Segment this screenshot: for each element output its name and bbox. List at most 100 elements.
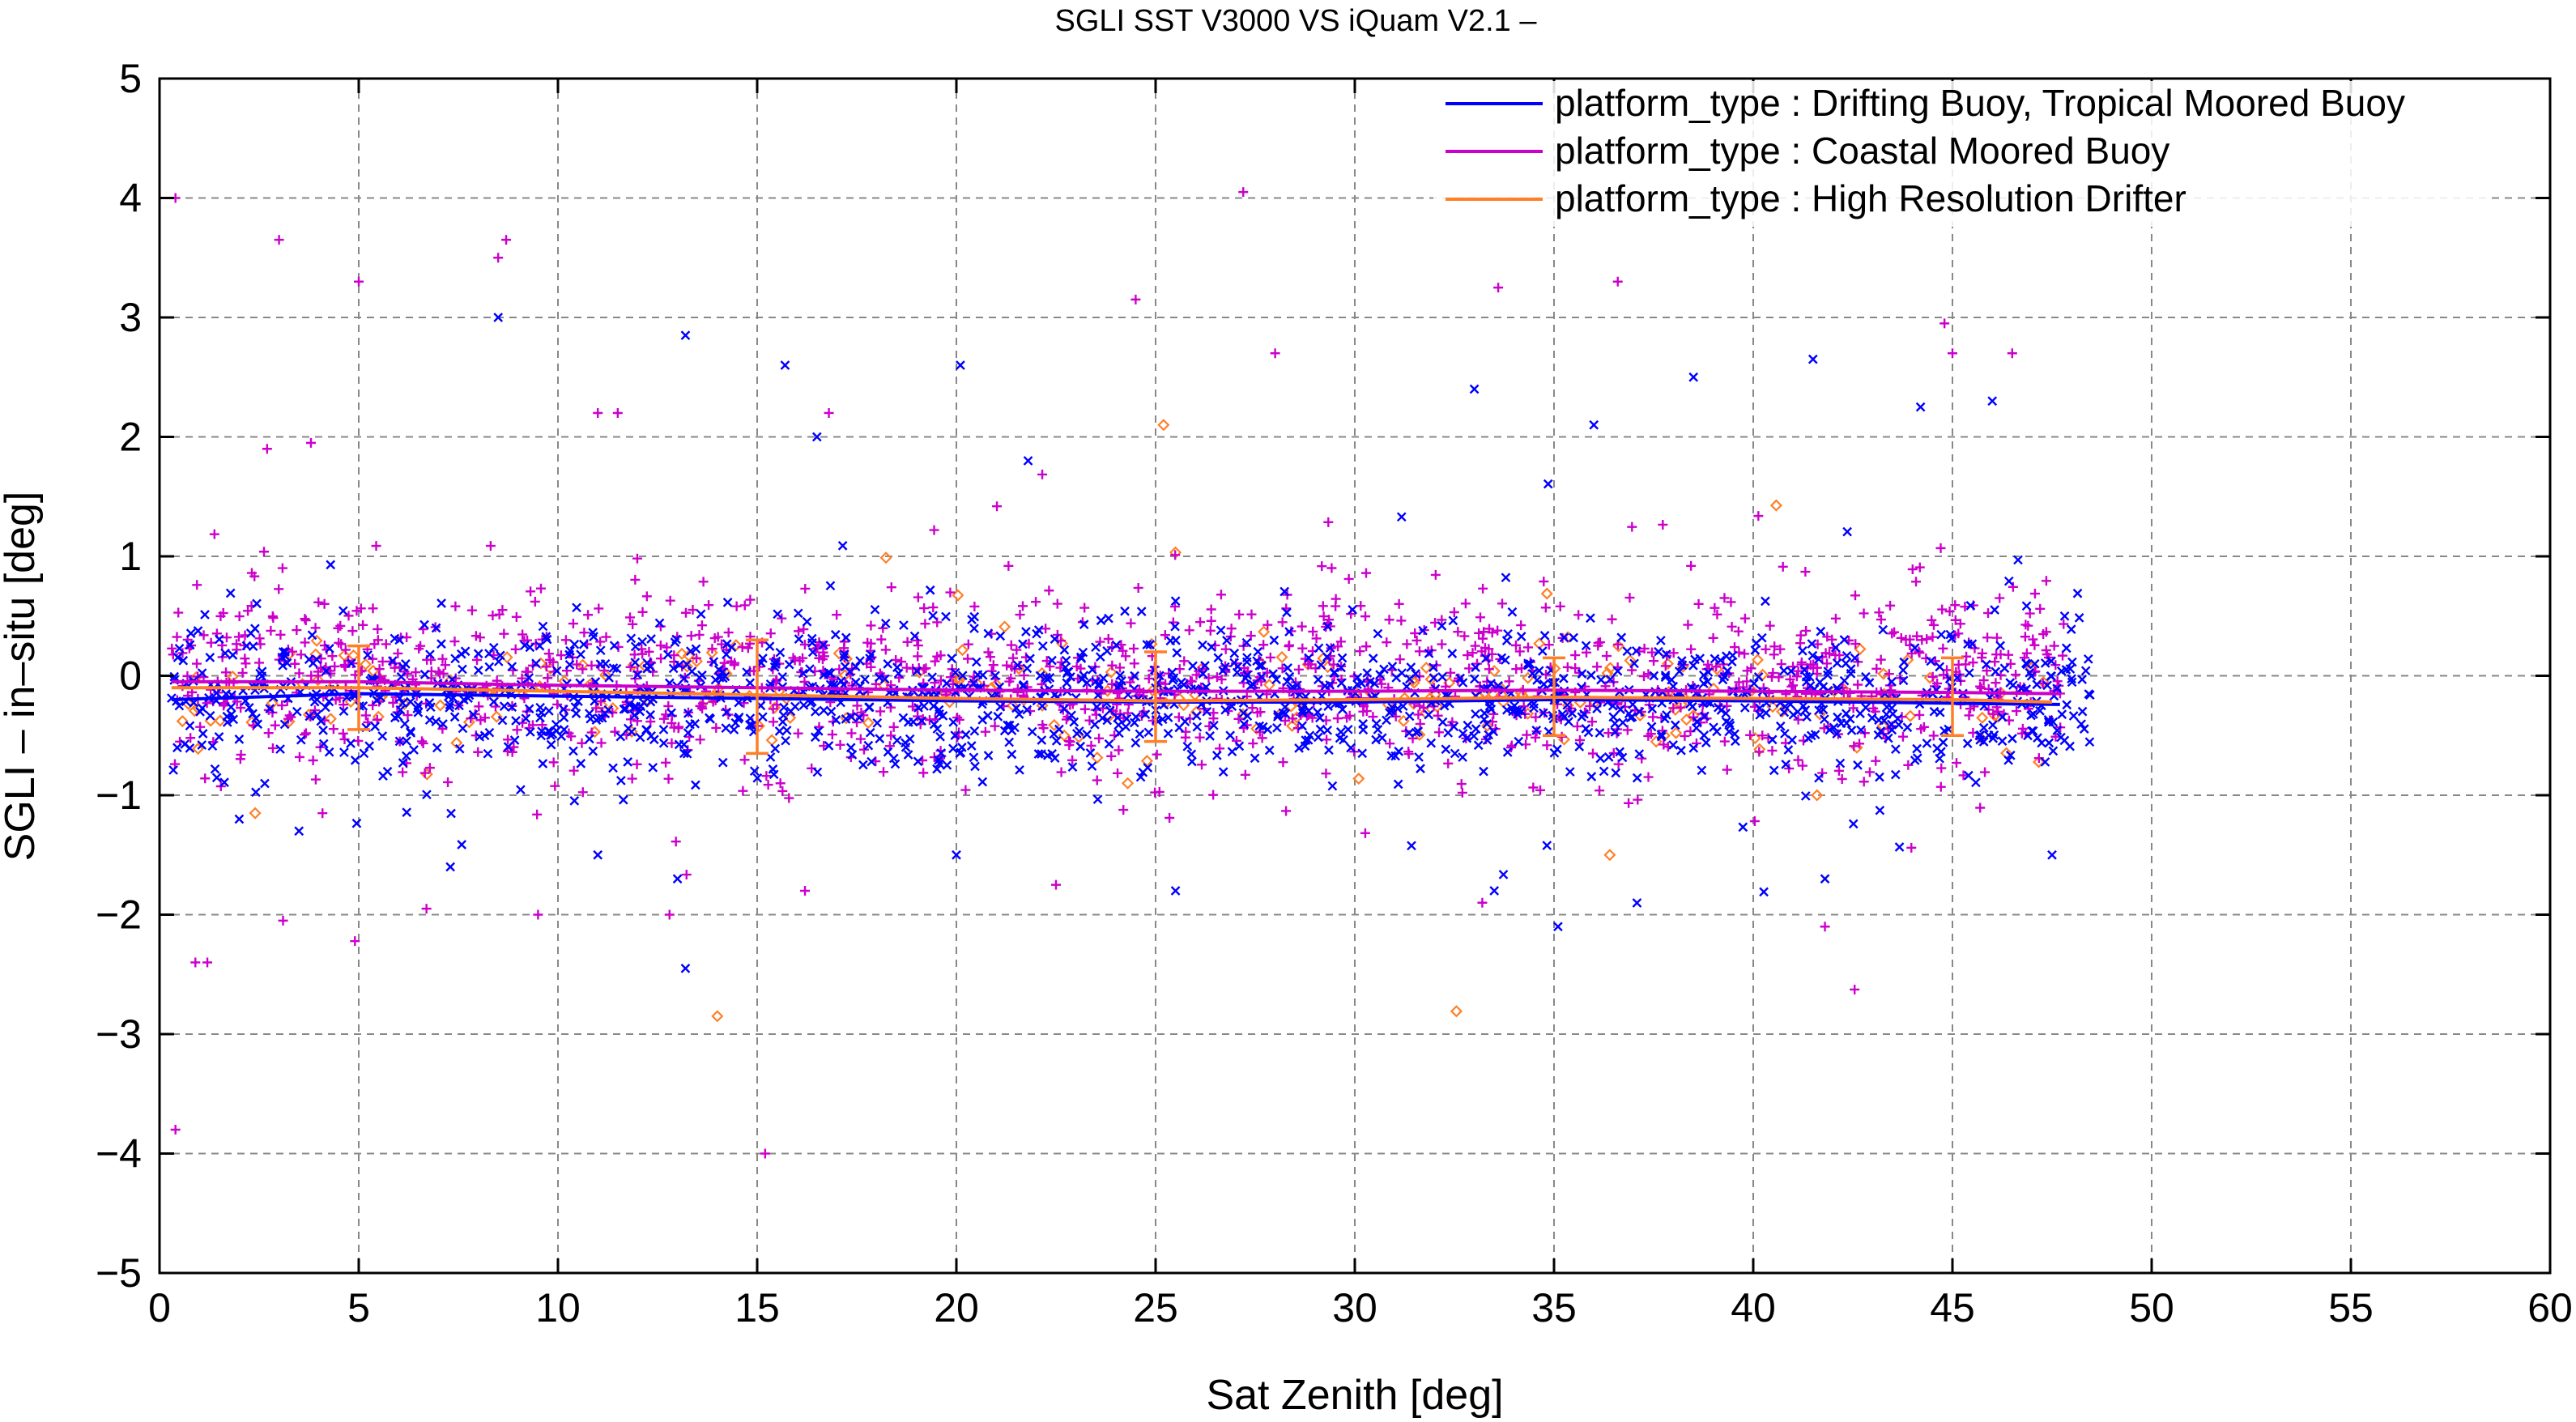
data-point-coastal-buoy [1255, 707, 1266, 717]
data-point-coastal-buoy [1896, 632, 1906, 643]
data-point-drifting-buoy [2040, 658, 2050, 668]
data-point-coastal-buoy [2041, 627, 2051, 637]
data-point-drifting-buoy [275, 744, 285, 754]
data-point-coastal-buoy [418, 738, 428, 748]
data-point-drifting-buoy [1188, 661, 1198, 671]
data-point-high-res-drifter [359, 658, 373, 671]
data-point-coastal-buoy [577, 787, 588, 798]
data-point-coastal-buoy [698, 577, 709, 587]
data-point-drifting-buoy [1192, 722, 1203, 732]
data-point-drifting-buoy [1767, 734, 1778, 745]
data-point-drifting-buoy [1301, 735, 1311, 745]
data-point-drifting-buoy [769, 769, 779, 780]
data-point-drifting-buoy [1539, 631, 1550, 641]
data-point-drifting-buoy [729, 725, 739, 734]
data-point-coastal-buoy [1297, 621, 1307, 632]
data-point-drifting-buoy [454, 743, 465, 754]
data-point-drifting-buoy [1062, 678, 1072, 688]
data-point-drifting-buoy [752, 773, 763, 783]
data-point-coastal-buoy [371, 541, 381, 551]
data-point-drifting-buoy [593, 849, 603, 860]
data-point-drifting-buoy [1888, 709, 1898, 719]
data-point-coastal-buoy [1742, 676, 1752, 687]
x-tick-label: 45 [1930, 1285, 1975, 1330]
data-point-coastal-buoy [1113, 745, 1124, 756]
data-point-coastal-buoy [641, 591, 652, 602]
data-point-coastal-buoy [497, 605, 508, 615]
data-point-coastal-buoy [1778, 561, 1788, 572]
data-point-drifting-buoy [630, 658, 641, 667]
data-point-coastal-buoy [630, 574, 641, 585]
data-point-drifting-buoy [1172, 648, 1182, 658]
data-point-coastal-buoy [607, 708, 618, 718]
data-point-drifting-buoy [912, 666, 922, 676]
error-bars [347, 638, 1964, 756]
data-point-coastal-buoy [1708, 632, 1718, 643]
data-point-drifting-buoy [569, 639, 580, 649]
data-point-drifting-buoy [1761, 708, 1771, 718]
data-point-coastal-buoy [1572, 722, 1582, 732]
data-point-drifting-buoy [1553, 922, 1563, 932]
data-point-drifting-buoy [197, 668, 207, 678]
data-point-coastal-buoy [1396, 615, 1407, 626]
data-point-drifting-buoy [1656, 731, 1667, 742]
data-point-coastal-buoy [168, 649, 178, 660]
data-point-drifting-buoy [1816, 626, 1826, 636]
data-point-drifting-buoy [1802, 712, 1812, 722]
data-point-coastal-buoy [627, 773, 637, 784]
data-point-drifting-buoy [600, 658, 611, 669]
data-point-drifting-buoy [296, 734, 306, 745]
data-point-coastal-buoy [1730, 642, 1739, 653]
data-point-coastal-buoy [1516, 620, 1526, 631]
data-point-drifting-buoy [1079, 619, 1089, 630]
data-point-coastal-buoy [537, 720, 547, 730]
data-point-drifting-buoy [1085, 748, 1096, 758]
data-point-coastal-buoy [327, 651, 338, 662]
data-point-coastal-buoy [2050, 731, 2061, 742]
data-point-coastal-buoy [1975, 681, 1986, 692]
data-point-coastal-buoy [1868, 703, 1879, 713]
data-point-drifting-buoy [1325, 643, 1335, 654]
data-point-drifting-buoy [1025, 654, 1035, 664]
data-point-coastal-buoy [793, 728, 803, 739]
legend: platform_type : Drifting Buoy, Tropical … [1433, 81, 2486, 227]
data-point-coastal-buoy [1950, 600, 1961, 611]
data-point-coastal-buoy [1871, 756, 1881, 766]
data-point-drifting-buoy [278, 661, 288, 671]
data-point-coastal-buoy [1031, 597, 1041, 607]
data-point-coastal-buoy [1208, 713, 1219, 724]
data-point-drifting-buoy [1074, 726, 1084, 736]
data-point-drifting-buoy [1479, 714, 1489, 725]
data-point-coastal-buoy [929, 525, 939, 535]
data-point-coastal-buoy [294, 751, 304, 762]
data-point-high-res-drifter [1601, 666, 1614, 679]
data-point-coastal-buoy [624, 612, 635, 623]
data-point-coastal-buoy [1990, 657, 2000, 667]
data-point-coastal-buoy [1191, 670, 1202, 680]
data-point-drifting-buoy [1348, 605, 1358, 615]
data-point-coastal-buoy [1041, 656, 1052, 666]
data-point-coastal-buoy [1927, 671, 1938, 682]
data-point-drifting-buoy [717, 757, 728, 768]
data-point-coastal-buoy [790, 655, 800, 666]
data-point-high-res-drifter [516, 688, 529, 701]
data-point-coastal-buoy [591, 703, 602, 713]
data-point-coastal-buoy [1514, 646, 1525, 657]
data-point-drifting-buoy [1632, 773, 1642, 783]
data-point-coastal-buoy [969, 601, 980, 611]
data-point-coastal-buoy [493, 253, 504, 263]
data-point-drifting-buoy [185, 721, 195, 731]
data-point-drifting-buoy [1688, 372, 1699, 382]
data-point-drifting-buoy [970, 761, 980, 772]
data-point-drifting-buoy [1242, 653, 1252, 662]
data-point-coastal-buoy [1044, 585, 1054, 596]
data-point-coastal-buoy [1318, 611, 1329, 622]
data-point-coastal-buoy [1991, 678, 2001, 688]
data-point-drifting-buoy [1607, 700, 1618, 711]
data-point-coastal-buoy [1543, 640, 1554, 650]
data-point-drifting-buoy [742, 667, 752, 677]
data-point-drifting-buoy [642, 663, 653, 674]
data-point-drifting-buoy [1075, 741, 1086, 751]
data-point-drifting-buoy [1910, 756, 1920, 765]
